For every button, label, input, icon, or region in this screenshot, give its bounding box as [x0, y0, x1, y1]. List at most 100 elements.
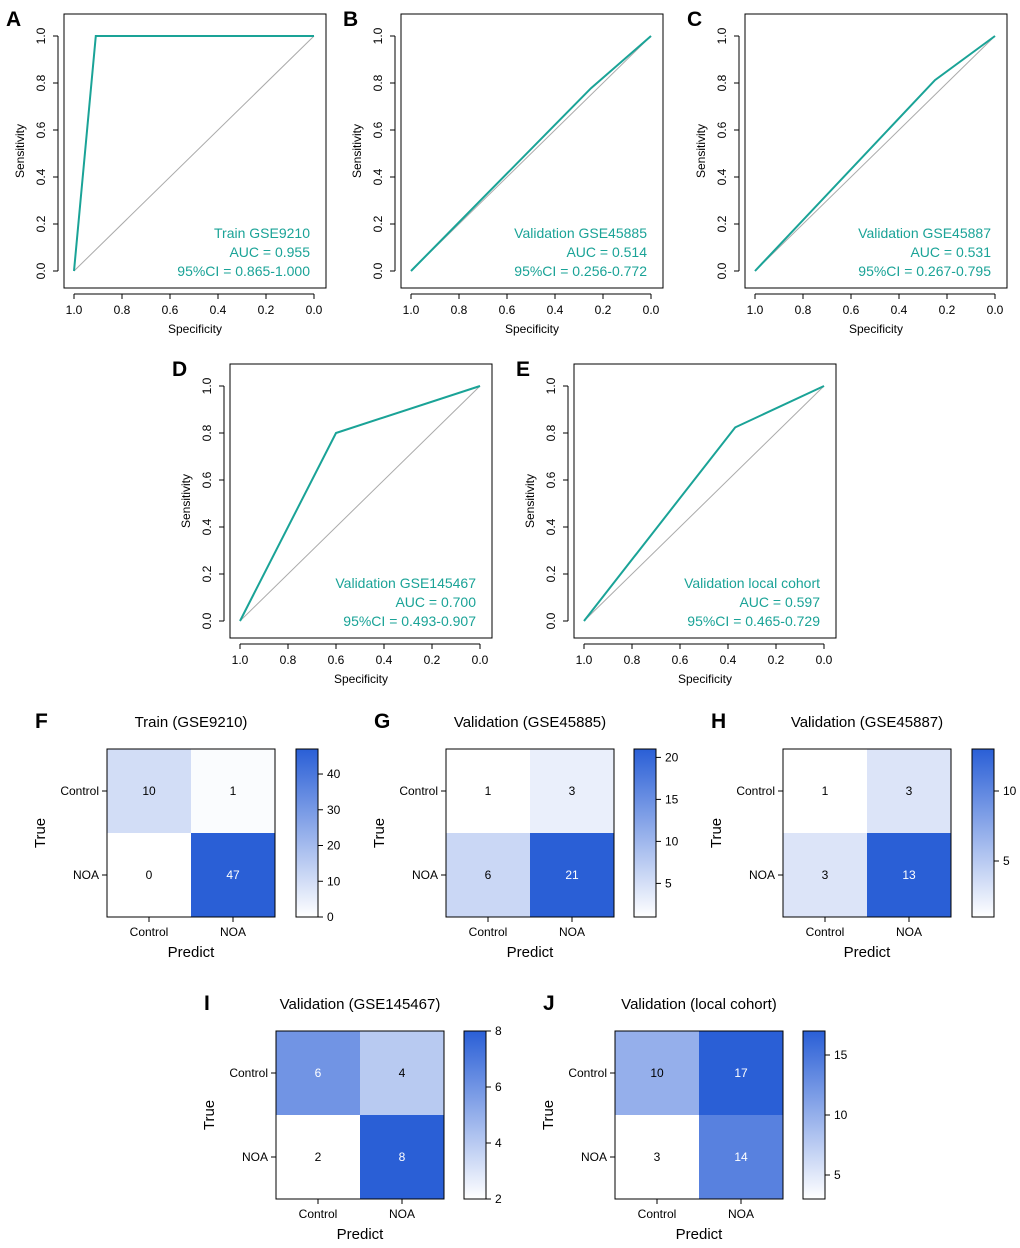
cm-cell-value: 3	[906, 784, 913, 798]
roc-panel-E: E1.0 0.8 0.6 0.4 0.2 0.0Specificity0.00.20.40…	[516, 358, 837, 686]
cm-y-title: True	[32, 818, 49, 848]
y-tick-label: 0.0	[544, 612, 558, 629]
y-tick-label: 1.0	[715, 27, 729, 44]
cm-cell	[360, 1115, 444, 1199]
colorbar-tick-label: 10	[834, 1108, 848, 1122]
col-label: Control	[469, 925, 508, 939]
x-tick-label: 0.8	[624, 653, 641, 667]
y-tick-label: 0.8	[34, 74, 48, 91]
colorbar	[802, 1030, 826, 1200]
x-tick-label: 0.4	[720, 653, 737, 667]
roc-panel-B: B1.0 0.8 0.6 0.4 0.2 0.0Specificity0.00.20.40…	[343, 8, 664, 336]
y-axis-title: Sensitivity	[350, 124, 364, 178]
cm-cell	[191, 833, 275, 917]
colorbar-tick-label: 5	[1003, 854, 1010, 868]
colorbar-tick-label: 40	[327, 767, 341, 781]
cm-frame	[614, 1030, 784, 1200]
x-tick-label: 0.6	[843, 303, 860, 317]
cm-cell-value: 3	[822, 868, 829, 882]
row-label: Control	[60, 784, 99, 798]
y-axis: 0.0 0.2 0.4 0.6 0.8 1.0	[715, 27, 740, 279]
cm-cell-value: 21	[565, 868, 579, 882]
x-tick-label: 0.6	[499, 303, 516, 317]
cm-cell	[276, 1115, 360, 1199]
panel-label-B: B	[343, 8, 358, 31]
cm-cell-value: 13	[902, 868, 916, 882]
y-tick-label: 0.4	[715, 168, 729, 185]
roc-legend-line: AUC = 0.514	[566, 244, 647, 260]
colorbar	[295, 748, 319, 918]
reference-diagonal	[239, 385, 481, 622]
panel-label-G: G	[374, 710, 390, 733]
col-label: NOA	[220, 925, 246, 939]
x-tick-label: 0.0	[643, 303, 660, 317]
roc-panel-C: C1.0 0.8 0.6 0.4 0.2 0.0Specificity0.00.20.40…	[687, 8, 1008, 336]
row-label: NOA	[581, 1150, 607, 1164]
cm-cell-value: 2	[315, 1150, 322, 1164]
colorbar-tick-label: 15	[665, 792, 679, 806]
y-tick-label: 1.0	[34, 27, 48, 44]
roc-legend-line: 95%CI = 0.493-0.907	[343, 613, 476, 629]
y-tick-label: 0.2	[200, 565, 214, 582]
colorbar-tick-label: 20	[665, 750, 679, 764]
y-axis: 0.0 0.2 0.4 0.6 0.8 1.0	[371, 27, 396, 279]
x-tick-label: 1.0	[232, 653, 249, 667]
colorbar-tick-label: 30	[327, 803, 341, 817]
y-tick-label: 0.4	[200, 518, 214, 535]
row-label: Control	[399, 784, 438, 798]
y-axis-title: Sensitivity	[694, 124, 708, 178]
cm-cell	[107, 833, 191, 917]
cm-cell-value: 1	[230, 784, 237, 798]
roc-legend-line: 95%CI = 0.267-0.795	[858, 263, 991, 279]
roc-legend-line: AUC = 0.531	[910, 244, 991, 260]
y-tick-label: 0.8	[715, 74, 729, 91]
x-tick-label: 0.8	[280, 653, 297, 667]
cm-x-title: Predict	[676, 1226, 724, 1243]
cm-cell-value: 1	[822, 784, 829, 798]
plot-frame	[573, 363, 837, 639]
col-label: NOA	[728, 1207, 754, 1221]
plot-frame	[229, 363, 493, 639]
x-tick-label: 0.2	[939, 303, 956, 317]
y-axis-title: Sensitivity	[179, 474, 193, 528]
cm-title: Validation (GSE45887)	[791, 714, 943, 731]
y-tick-label: 0.0	[200, 612, 214, 629]
x-axis-title: Specificity	[678, 672, 732, 686]
reference-diagonal	[73, 35, 315, 272]
cm-title: Train (GSE9210)	[135, 714, 248, 731]
x-tick-label: 0.8	[795, 303, 812, 317]
roc-legend-line: Validation local cohort	[684, 575, 820, 591]
confusion-matrix-G: G Validation (GSE45885) 1 3 6 21 Control NOA Con…	[371, 710, 679, 961]
col-label: NOA	[389, 1207, 415, 1221]
cm-title: Validation (local cohort)	[621, 996, 777, 1013]
confusion-matrix-J: J Validation (local cohort) 10 17 3 14 Control…	[540, 992, 848, 1243]
cm-cell	[446, 749, 530, 833]
cm-cell	[276, 1031, 360, 1115]
y-tick-label: 0.8	[371, 74, 385, 91]
y-tick-label: 0.4	[544, 518, 558, 535]
cm-cell-value: 6	[485, 868, 492, 882]
roc-legend-line: AUC = 0.955	[229, 244, 310, 260]
colorbar-tick-label: 10	[665, 834, 679, 848]
x-tick-label: 0.4	[210, 303, 227, 317]
x-tick-label: 0.6	[162, 303, 179, 317]
roc-legend-line: AUC = 0.597	[739, 594, 820, 610]
x-axis-title: Specificity	[505, 322, 559, 336]
colorbar-tick-label: 5	[834, 1168, 841, 1182]
y-tick-label: 1.0	[200, 377, 214, 394]
cm-cell	[530, 833, 614, 917]
x-tick-label: 0.6	[328, 653, 345, 667]
y-tick-label: 0.4	[371, 168, 385, 185]
cm-cell-value: 3	[654, 1150, 661, 1164]
x-tick-label: 0.2	[424, 653, 441, 667]
roc-legend-line: 95%CI = 0.256-0.772	[514, 263, 647, 279]
y-tick-label: 0.2	[371, 215, 385, 232]
panel-label-A: A	[6, 8, 21, 31]
roc-panel-D: D1.0 0.8 0.6 0.4 0.2 0.0Specificity0.00.20.40…	[172, 358, 493, 686]
col-label: NOA	[559, 925, 585, 939]
roc-curve	[239, 385, 481, 622]
panel-label-E: E	[516, 358, 530, 381]
cm-cell-value: 47	[226, 868, 240, 882]
